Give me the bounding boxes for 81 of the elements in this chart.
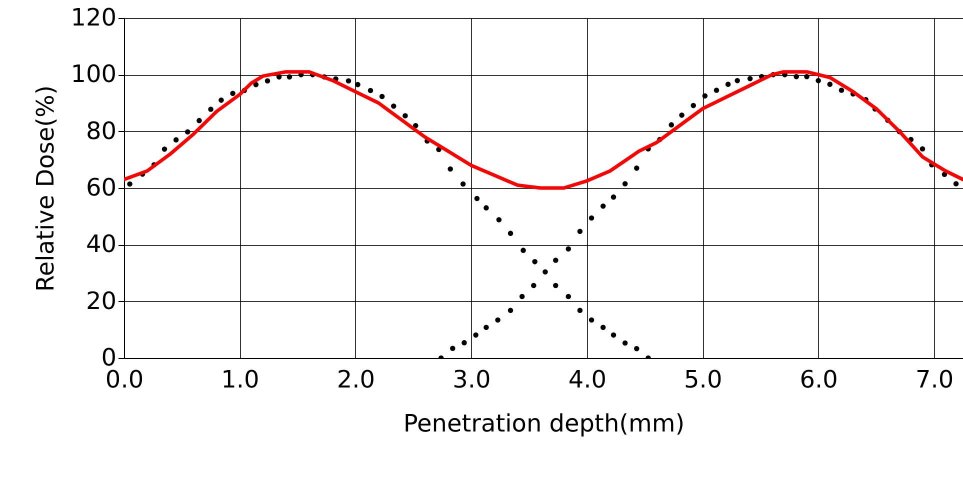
point bbox=[484, 205, 489, 210]
point bbox=[230, 90, 236, 96]
point bbox=[462, 340, 467, 346]
point bbox=[920, 146, 926, 152]
point bbox=[588, 215, 594, 221]
point bbox=[734, 78, 740, 84]
point bbox=[600, 324, 606, 330]
point bbox=[804, 74, 810, 80]
point bbox=[634, 346, 640, 352]
point bbox=[827, 82, 833, 87]
x-tick-label: 1.0 bbox=[221, 366, 260, 394]
y-tick-label: 120 bbox=[70, 4, 116, 32]
point bbox=[127, 181, 132, 187]
point bbox=[276, 74, 282, 80]
point bbox=[474, 196, 480, 202]
point bbox=[725, 82, 731, 87]
point bbox=[679, 112, 684, 118]
point bbox=[577, 308, 583, 314]
point bbox=[508, 308, 514, 314]
point bbox=[218, 98, 224, 103]
point bbox=[496, 217, 502, 222]
point bbox=[634, 166, 640, 171]
point bbox=[473, 332, 478, 338]
point bbox=[196, 118, 202, 124]
point bbox=[553, 282, 558, 288]
y-tick-label: 20 bbox=[86, 286, 116, 315]
point bbox=[531, 282, 536, 288]
y-tick-label: 100 bbox=[70, 60, 116, 88]
point bbox=[816, 78, 821, 84]
point bbox=[520, 248, 526, 253]
y-tick-label: 80 bbox=[86, 116, 116, 145]
x-tick-label: 6.0 bbox=[800, 366, 838, 394]
point bbox=[714, 88, 720, 93]
point bbox=[390, 103, 396, 109]
point bbox=[838, 88, 844, 93]
x-tick-label: 0.0 bbox=[105, 366, 144, 394]
point bbox=[747, 76, 753, 82]
x-tick-label: 3.0 bbox=[452, 366, 491, 394]
x-axis-title: Penetration depth(mm) bbox=[403, 410, 685, 438]
point bbox=[162, 146, 168, 152]
point bbox=[286, 74, 292, 80]
point bbox=[690, 102, 696, 108]
point bbox=[508, 230, 514, 236]
point bbox=[346, 78, 352, 84]
point bbox=[519, 294, 525, 300]
point bbox=[355, 82, 360, 88]
point bbox=[173, 137, 179, 142]
point bbox=[566, 294, 572, 300]
point bbox=[450, 346, 456, 352]
point bbox=[610, 194, 616, 200]
point bbox=[448, 166, 453, 172]
x-tick-label: 4.0 bbox=[568, 366, 606, 394]
point bbox=[577, 228, 583, 234]
point bbox=[532, 259, 538, 264]
point bbox=[495, 317, 500, 323]
point bbox=[542, 269, 548, 275]
point bbox=[588, 317, 594, 323]
point bbox=[668, 122, 674, 128]
point bbox=[622, 340, 628, 346]
y-tick-label: 60 bbox=[86, 174, 116, 202]
point bbox=[484, 324, 489, 330]
point bbox=[600, 203, 606, 209]
point bbox=[610, 332, 616, 338]
point bbox=[368, 88, 374, 94]
point bbox=[953, 181, 959, 186]
point bbox=[402, 113, 408, 118]
x-tick-label: 2.0 bbox=[336, 366, 376, 394]
point bbox=[379, 94, 385, 100]
point bbox=[794, 74, 800, 80]
y-tick-label: 40 bbox=[86, 230, 116, 258]
x-tick-label: 5.0 bbox=[684, 366, 722, 394]
point bbox=[185, 129, 190, 135]
y-axis-title: Relative Dose(%) bbox=[32, 85, 60, 292]
point bbox=[460, 181, 466, 187]
point bbox=[208, 106, 214, 112]
point bbox=[622, 181, 628, 186]
x-tick-label: 7.0 bbox=[915, 366, 954, 394]
point bbox=[264, 78, 270, 84]
point bbox=[566, 246, 572, 252]
point bbox=[702, 93, 708, 99]
point bbox=[553, 258, 558, 263]
